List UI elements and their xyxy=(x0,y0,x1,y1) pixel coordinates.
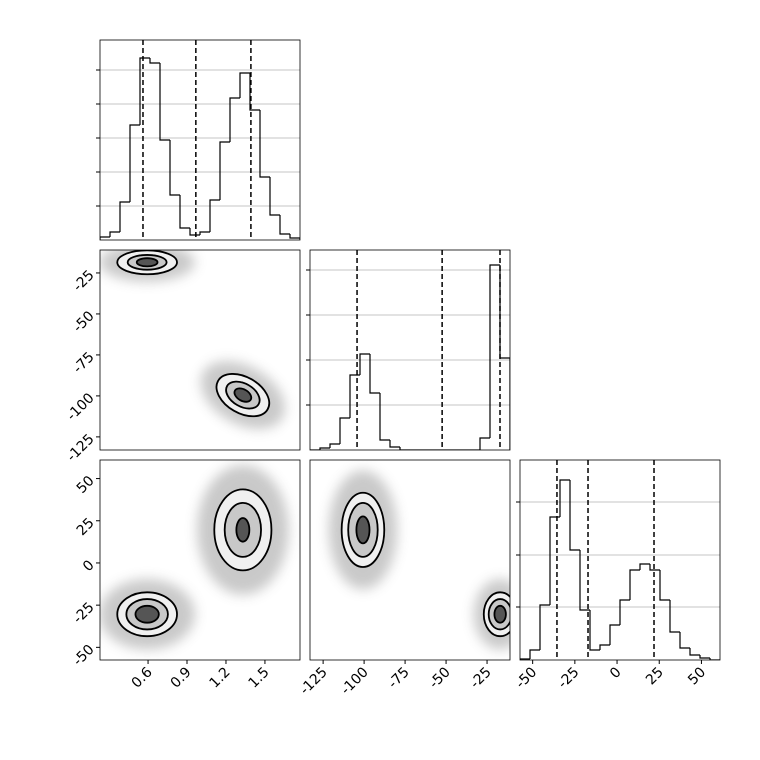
contour-level xyxy=(135,257,159,268)
histogram-bin xyxy=(229,97,240,142)
histogram-bin xyxy=(499,265,510,450)
histogram-bin xyxy=(489,264,500,438)
histogram-bin xyxy=(609,624,620,645)
y-tick-label: 0 xyxy=(80,557,98,575)
histogram-bin xyxy=(529,649,540,659)
x-tick-label: 0.6 xyxy=(129,664,156,691)
histogram-bin xyxy=(389,440,400,448)
histogram-bin xyxy=(149,58,160,64)
x-tick-label: 0.9 xyxy=(168,664,195,691)
panel-frame xyxy=(99,39,301,241)
histogram-bin xyxy=(649,564,660,571)
histogram-bin xyxy=(359,353,370,375)
panel-frame xyxy=(309,459,511,661)
histogram-bin xyxy=(189,228,200,236)
panel xyxy=(100,40,300,240)
histogram-bin xyxy=(269,177,280,216)
x-tick-label: 25 xyxy=(643,664,667,688)
histogram-bin xyxy=(199,231,210,235)
y-tick-label: -25 xyxy=(70,599,97,626)
x-tick-label: -75 xyxy=(385,664,412,691)
x-tick-label: 1.5 xyxy=(246,664,273,691)
x-tick-label: -50 xyxy=(513,664,540,691)
panel xyxy=(100,250,285,429)
x-tick-label: -100 xyxy=(338,664,372,698)
histogram-bin xyxy=(239,72,250,98)
histogram-bin xyxy=(579,550,590,611)
histogram-bin xyxy=(669,600,680,633)
contour-level xyxy=(355,515,371,545)
y-tick-label: -125 xyxy=(64,431,98,465)
histogram-bin xyxy=(169,140,180,196)
contour-level xyxy=(134,604,160,624)
histogram-bin xyxy=(129,124,140,202)
y-tick-label: -50 xyxy=(70,642,97,669)
histogram-bin xyxy=(539,604,550,650)
histogram-bin xyxy=(689,648,700,656)
histogram-bin xyxy=(589,610,600,651)
y-tick-label: 25 xyxy=(74,515,98,539)
y-tick-label: -50 xyxy=(70,308,97,335)
y-tick-label: 50 xyxy=(74,473,98,497)
histogram-bin xyxy=(329,443,340,448)
histogram-bin xyxy=(369,354,380,394)
contour-level xyxy=(233,387,253,403)
x-tick-label: -50 xyxy=(426,664,453,691)
histogram-bin xyxy=(599,644,610,650)
histogram-bin xyxy=(219,141,230,200)
histogram-bin xyxy=(100,236,110,240)
histogram-bin xyxy=(399,447,410,450)
histogram-bin xyxy=(159,63,170,141)
histogram-bin xyxy=(379,393,390,441)
panel xyxy=(328,470,510,650)
histogram-bin xyxy=(109,231,120,237)
histogram-bin xyxy=(659,570,670,601)
histogram-bin xyxy=(699,655,710,659)
histogram-bin xyxy=(639,563,650,570)
histogram-bin xyxy=(339,417,350,444)
x-tick-label: -25 xyxy=(467,664,494,691)
panel xyxy=(520,460,720,660)
histogram-bin xyxy=(709,658,720,660)
panel-frame xyxy=(99,249,301,451)
histogram-bin xyxy=(209,199,220,232)
histogram-bin xyxy=(319,447,330,450)
x-tick-label: -25 xyxy=(555,664,582,691)
panel-frame xyxy=(99,459,301,661)
histogram-bin xyxy=(679,632,690,649)
histogram-bin xyxy=(289,234,300,240)
histogram-bin xyxy=(119,201,130,232)
y-tick-label: -25 xyxy=(70,267,97,294)
x-tick-label: 1.2 xyxy=(207,664,234,691)
histogram-bin xyxy=(479,437,490,450)
histogram-bin xyxy=(629,569,640,600)
histogram-bin xyxy=(559,479,570,517)
contour-level xyxy=(235,517,251,543)
x-tick-label: 0 xyxy=(607,664,625,682)
histogram-bin xyxy=(520,658,530,660)
x-tick-label: 50 xyxy=(685,664,709,688)
histogram-bin xyxy=(569,480,580,551)
histogram-bin xyxy=(279,215,290,235)
panel-frame xyxy=(519,459,721,661)
histogram-bin xyxy=(549,516,560,605)
panel-frame xyxy=(309,249,511,451)
contour-level xyxy=(493,604,507,624)
histogram-bin xyxy=(179,195,190,229)
histogram-bin xyxy=(139,57,150,125)
histogram-bin xyxy=(619,599,630,625)
histogram-bin xyxy=(349,374,360,418)
y-tick-label: -100 xyxy=(64,390,98,424)
y-tick-label: -75 xyxy=(70,349,97,376)
panel xyxy=(100,465,289,650)
x-tick-label: -125 xyxy=(297,664,331,698)
histogram-bin xyxy=(259,110,270,178)
histogram-bin xyxy=(249,73,260,111)
panel xyxy=(310,250,510,450)
